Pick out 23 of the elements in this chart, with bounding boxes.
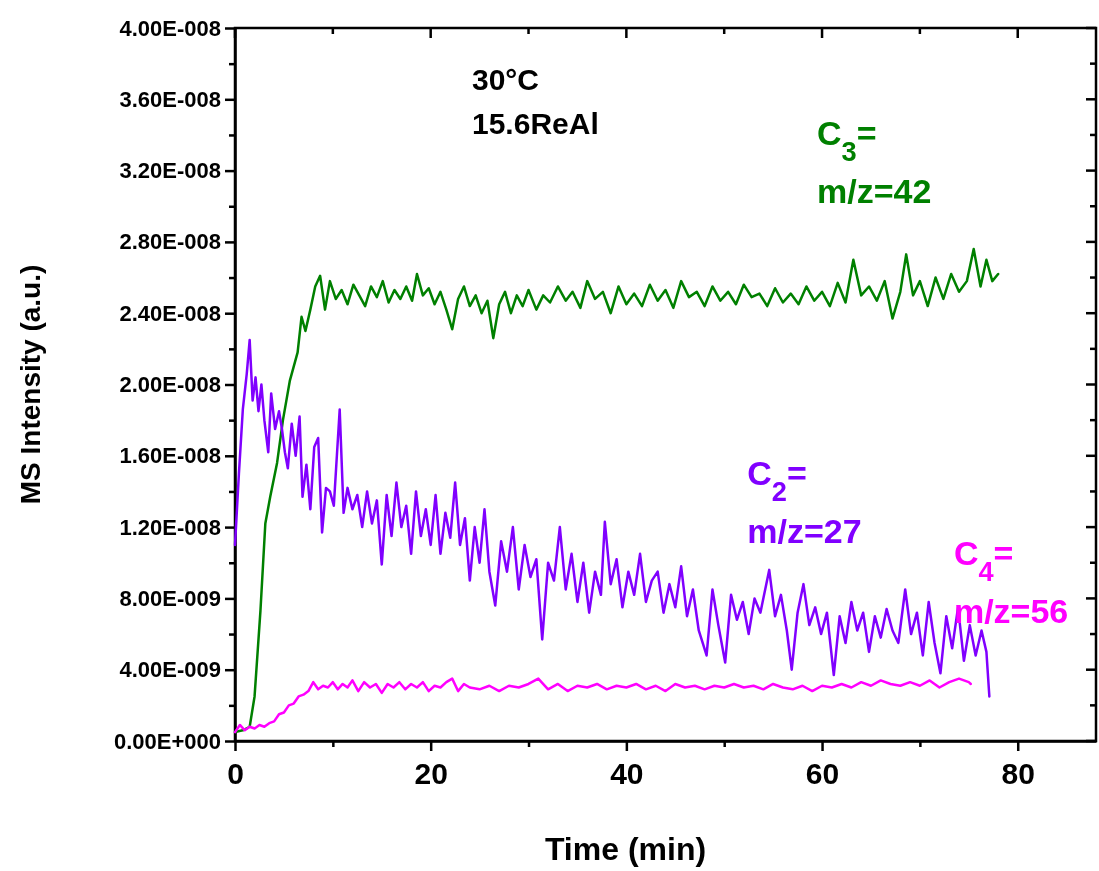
x-tick-label: 20 (414, 757, 448, 791)
series-label: C$_{3}$= m/z=42 (817, 113, 932, 210)
y-axis-title: MS Intensity (a.u.) (15, 264, 46, 505)
x-axis-title: Time (min) (544, 831, 707, 867)
y-tick-label: 2.80E-008 (119, 229, 221, 255)
y-tick-label: 1.60E-008 (119, 443, 221, 469)
y-tick-label: 4.00E-008 (119, 15, 221, 41)
x-tick-label: 80 (1001, 757, 1035, 791)
y-tick-label: 4.00E-009 (119, 657, 221, 683)
y-tick-label: 8.00E-009 (119, 585, 221, 611)
x-tick-label: 0 (227, 757, 244, 791)
y-tick-label: 0.00E+000 (113, 728, 221, 754)
x-tick-label: 40 (610, 757, 644, 791)
series-label: C$_{4}$= m/z=56 (953, 533, 1069, 630)
y-tick-label: 2.40E-008 (119, 300, 221, 326)
x-tick-label: 60 (805, 757, 840, 791)
y-tick-label: 3.60E-008 (119, 86, 221, 112)
series-label: C$_{2}$= m/z=27 (747, 454, 862, 551)
annotation: 30°C (472, 63, 540, 96)
annotation: 15.6ReAl (472, 107, 599, 140)
y-tick-label: 1.20E-008 (119, 514, 221, 540)
y-tick-label: 2.00E-008 (119, 372, 221, 398)
y-tick-label: 3.20E-008 (119, 158, 221, 184)
